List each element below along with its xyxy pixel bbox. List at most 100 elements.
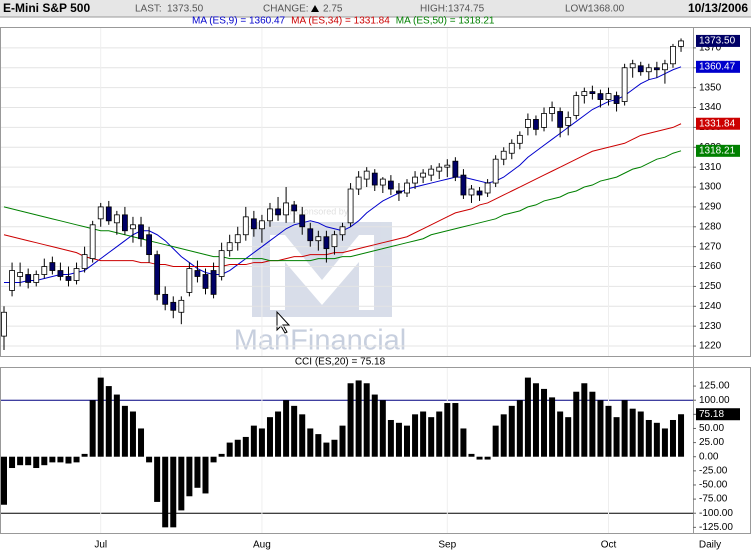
y-tick-label: 0.00 (699, 451, 719, 462)
candle-body (210, 270, 217, 295)
cci-bar (121, 405, 128, 457)
candle-body (105, 206, 112, 222)
candle-body (387, 180, 394, 190)
cci-bar (492, 425, 499, 457)
x-axis-label: Daily (699, 540, 721, 550)
legend-entry: MA (ES,9) = 1360.47 (192, 16, 286, 27)
candle-body (65, 276, 72, 281)
x-tick-label: Aug (253, 540, 271, 550)
cci-bar (81, 453, 88, 457)
stat-label: LAST: (135, 4, 162, 15)
candle-body (629, 63, 636, 69)
cci-bar (33, 456, 40, 469)
cci-bar (645, 419, 652, 457)
candle-body (492, 158, 499, 184)
candle-body (154, 254, 161, 295)
cci-bar (283, 400, 290, 457)
cci-bar (57, 456, 64, 463)
cci-bar (315, 434, 322, 457)
cci-bar (347, 383, 354, 457)
candle-body (97, 206, 104, 220)
cci-bar (154, 456, 161, 502)
cci-bar (395, 422, 402, 457)
y-tick-label: 1230 (699, 321, 722, 332)
candle-body (283, 202, 290, 216)
stat-label: CHANGE: (263, 4, 309, 15)
candle-body (122, 214, 128, 232)
x-tick-label: Oct (601, 540, 617, 550)
y-tick-label: 100.00 (699, 395, 730, 406)
stat-label: LOW: (565, 4, 590, 15)
y-tick-label: 1350 (699, 82, 722, 93)
cci-bar (266, 417, 273, 457)
legend-entry: MA (ES,34) = 1331.84 (291, 16, 390, 27)
cci-bar (178, 456, 185, 511)
cci-bar (17, 456, 24, 466)
cci-bar (210, 456, 217, 463)
cci-bar (621, 400, 628, 457)
candle-body (315, 236, 322, 242)
cci-bar (258, 428, 265, 457)
candle-body (541, 113, 547, 128)
y-tick-label: 1280 (699, 221, 722, 232)
candle-body (605, 93, 612, 100)
cci-bar (581, 383, 588, 457)
cci-bar (404, 425, 410, 457)
date: 10/13/2006 (688, 1, 748, 15)
y-tick-label: 1250 (699, 281, 722, 292)
cci-bar (589, 391, 596, 457)
y-tick-label: -125.00 (699, 522, 733, 533)
cci-bar (49, 456, 56, 463)
y-tick-label: -25.00 (699, 465, 728, 476)
candle-body (379, 178, 386, 186)
y-tick-label: 50.00 (699, 423, 724, 434)
candle-body (468, 188, 475, 196)
candle-body (557, 111, 564, 128)
stat-value: 1368.00 (588, 4, 625, 15)
candle-body (1, 311, 7, 337)
cci-bar (129, 411, 136, 457)
candle-body (436, 166, 443, 172)
cci-bar (412, 414, 419, 457)
candle-body (452, 160, 459, 178)
candle-body (613, 95, 620, 104)
candle-body (73, 268, 80, 281)
y-tick-label: 1270 (699, 241, 722, 252)
candle-body (57, 270, 64, 277)
candle-body (662, 63, 668, 71)
candle-body (516, 134, 523, 144)
up-arrow (311, 5, 319, 12)
y-tick-label: 125.00 (699, 381, 730, 392)
cci-bar (444, 403, 451, 457)
cci-bar (387, 419, 394, 457)
cci-bar (323, 442, 330, 457)
cci-bar (25, 456, 32, 466)
candle-body (307, 228, 314, 242)
cci-bar (331, 439, 338, 457)
cci-bar (307, 428, 314, 457)
cci-bar (291, 405, 298, 457)
candle-body (653, 67, 660, 71)
stat-label: HIGH: (420, 4, 448, 15)
y-tick-label: -100.00 (699, 508, 733, 519)
watermark-caption: chart sponsored by (272, 206, 349, 216)
cci-bar (468, 453, 475, 457)
candle-body (162, 293, 169, 305)
candle-body (597, 93, 604, 100)
cci-bar (113, 394, 120, 457)
candle-body (670, 45, 676, 65)
y-tick-label: 1300 (699, 182, 722, 193)
candle-body (678, 40, 684, 47)
cci-bar (226, 442, 233, 457)
candle-body (549, 107, 555, 114)
candle-body (113, 214, 120, 224)
panel-title: CCI (ES,20) = 75.18 (295, 357, 386, 368)
candle-body (17, 272, 24, 277)
cci-bar (420, 411, 427, 457)
y-tick-label: -75.00 (699, 494, 728, 505)
candle-body (444, 164, 451, 168)
candle-body (355, 176, 362, 190)
cci-bar (234, 439, 241, 457)
candle-body (533, 119, 539, 130)
ma-value-label-badge (696, 117, 740, 130)
